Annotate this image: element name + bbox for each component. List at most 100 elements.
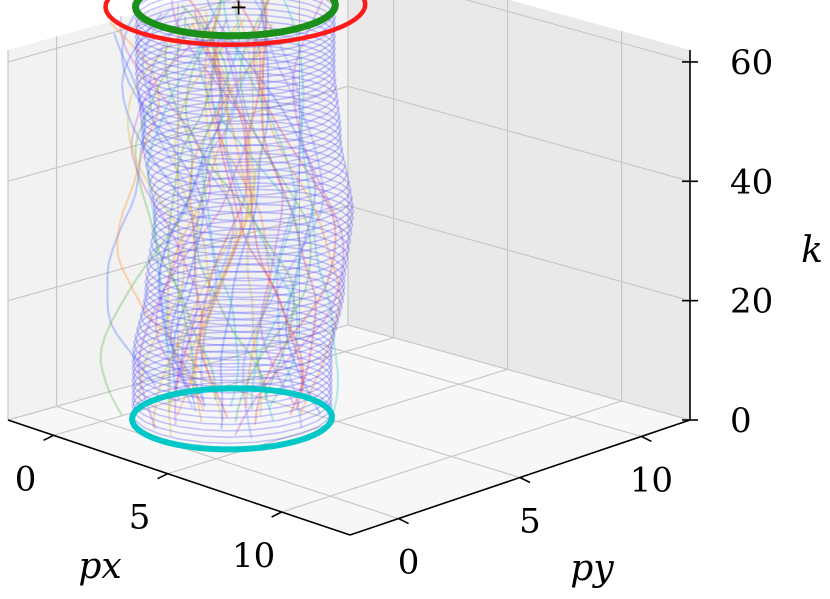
trajectory-line — [184, 0, 296, 396]
trajectory-line — [194, 13, 250, 423]
end-ellipse-1 — [131, 0, 339, 40]
tube-ring — [147, 228, 349, 290]
tube-ring — [131, 375, 333, 438]
z-tick-label: 40 — [730, 162, 773, 202]
tube-ring — [141, 119, 344, 181]
trajectory-line — [148, 7, 218, 402]
y-tick — [641, 435, 652, 443]
tube-ring — [144, 135, 347, 197]
tube-ring — [151, 203, 353, 265]
y-tick — [398, 517, 409, 525]
trajectory-line — [235, 0, 303, 410]
x-tick-label: 0 — [15, 459, 37, 499]
tube-ring — [140, 106, 343, 167]
trajectory-line — [219, 13, 270, 430]
tube-ring — [139, 93, 342, 154]
trajectory-line — [99, 42, 194, 416]
trajectory-line — [261, 0, 341, 415]
z-axis-label: k — [801, 230, 823, 271]
axis-panes — [8, 0, 690, 535]
tube-ring — [144, 251, 346, 314]
axis-labels: 0 5 10 0 5 10 0 20 40 60 px py k — [15, 43, 823, 589]
y-tick — [519, 476, 531, 484]
tube-ring — [131, 381, 333, 445]
tube-ring — [149, 211, 352, 274]
tube-ring — [148, 152, 351, 214]
trajectory-line — [188, 0, 305, 395]
tube-ring — [131, 349, 333, 413]
tube-ring — [131, 356, 333, 419]
trajectory-line — [126, 21, 196, 408]
trajectory-line — [141, 8, 236, 409]
trajectory-line — [282, 0, 340, 426]
tube-ring — [131, 337, 334, 400]
trajectory-line — [137, 36, 248, 430]
tube-ring — [139, 284, 342, 347]
trajectory-line — [260, 0, 317, 416]
boundary-ellipses: + — [103, 0, 368, 453]
tube-ring — [141, 277, 343, 340]
trajectory-line — [202, 10, 256, 422]
tube-ring — [148, 219, 351, 282]
axes — [7, 50, 698, 536]
x-axis-line — [7, 419, 351, 536]
trajectory-line — [152, 21, 240, 428]
x-tick-label: 10 — [232, 536, 275, 576]
tube-ring — [152, 182, 355, 244]
trajectory-line — [109, 21, 207, 381]
trajectory-line — [167, 17, 217, 400]
trajectory-line — [158, 23, 224, 408]
trajectory-line — [234, 0, 345, 436]
tube-ring — [150, 160, 352, 222]
tube-ring — [131, 343, 334, 407]
trajectory-line — [200, 9, 241, 407]
x-tick-label: 5 — [129, 498, 151, 538]
trajectory-line — [203, 0, 271, 409]
trajectory-line — [134, 16, 195, 394]
trajectory-line — [232, 1, 263, 416]
end-marker: + — [229, 0, 247, 20]
start-ellipse — [129, 385, 335, 453]
tube-ring — [140, 112, 343, 173]
trajectory-line — [252, 0, 337, 425]
tube-ring — [140, 100, 342, 161]
end-ellipse-0 — [103, 0, 368, 47]
tube-ring — [136, 298, 338, 361]
tube-ring — [146, 144, 349, 205]
trajectory-line — [206, 0, 322, 415]
x-tick — [43, 434, 54, 442]
tube-ring — [152, 188, 355, 250]
trajectory-line — [180, 4, 268, 399]
trajectory-line — [147, 22, 210, 404]
trajectory-line — [224, 0, 299, 408]
y-tick-label: 10 — [630, 460, 673, 500]
tube-ring — [137, 72, 340, 133]
tube-ring — [134, 305, 336, 368]
trajectory-line — [106, 33, 157, 387]
trajectory-line — [175, 23, 273, 417]
trajectory-line — [197, 0, 301, 410]
tube-ring — [131, 325, 334, 388]
x-tick — [271, 511, 282, 518]
trajectory-line — [253, 0, 303, 429]
tube-ring — [144, 257, 346, 320]
tube-ring — [135, 50, 337, 111]
tube-ring — [134, 44, 337, 104]
trajectory-line — [222, 0, 297, 422]
tube-ring — [131, 368, 333, 432]
trajectory-line — [174, 18, 244, 425]
tube-ring — [139, 86, 341, 147]
x-tick — [157, 472, 168, 480]
tube-ring — [134, 25, 337, 86]
tube-ring — [143, 127, 345, 189]
trajectory-line — [166, 22, 230, 412]
tube-ring — [136, 64, 339, 125]
tube-ring — [134, 13, 337, 74]
x-axis-label: px — [78, 546, 121, 587]
tube-ring — [145, 244, 347, 307]
z-tick-label: 0 — [730, 401, 752, 441]
tube-ring — [151, 168, 354, 230]
y-axis-label: py — [570, 548, 614, 589]
